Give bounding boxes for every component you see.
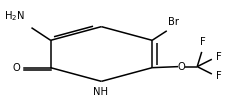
Text: F: F [216, 71, 222, 81]
Text: Br: Br [168, 17, 179, 27]
Text: O: O [12, 63, 20, 73]
Text: O: O [178, 62, 185, 72]
Text: F: F [200, 37, 206, 47]
Text: F: F [216, 52, 222, 62]
Text: H$_2$N: H$_2$N [4, 10, 25, 23]
Text: NH: NH [93, 87, 108, 97]
